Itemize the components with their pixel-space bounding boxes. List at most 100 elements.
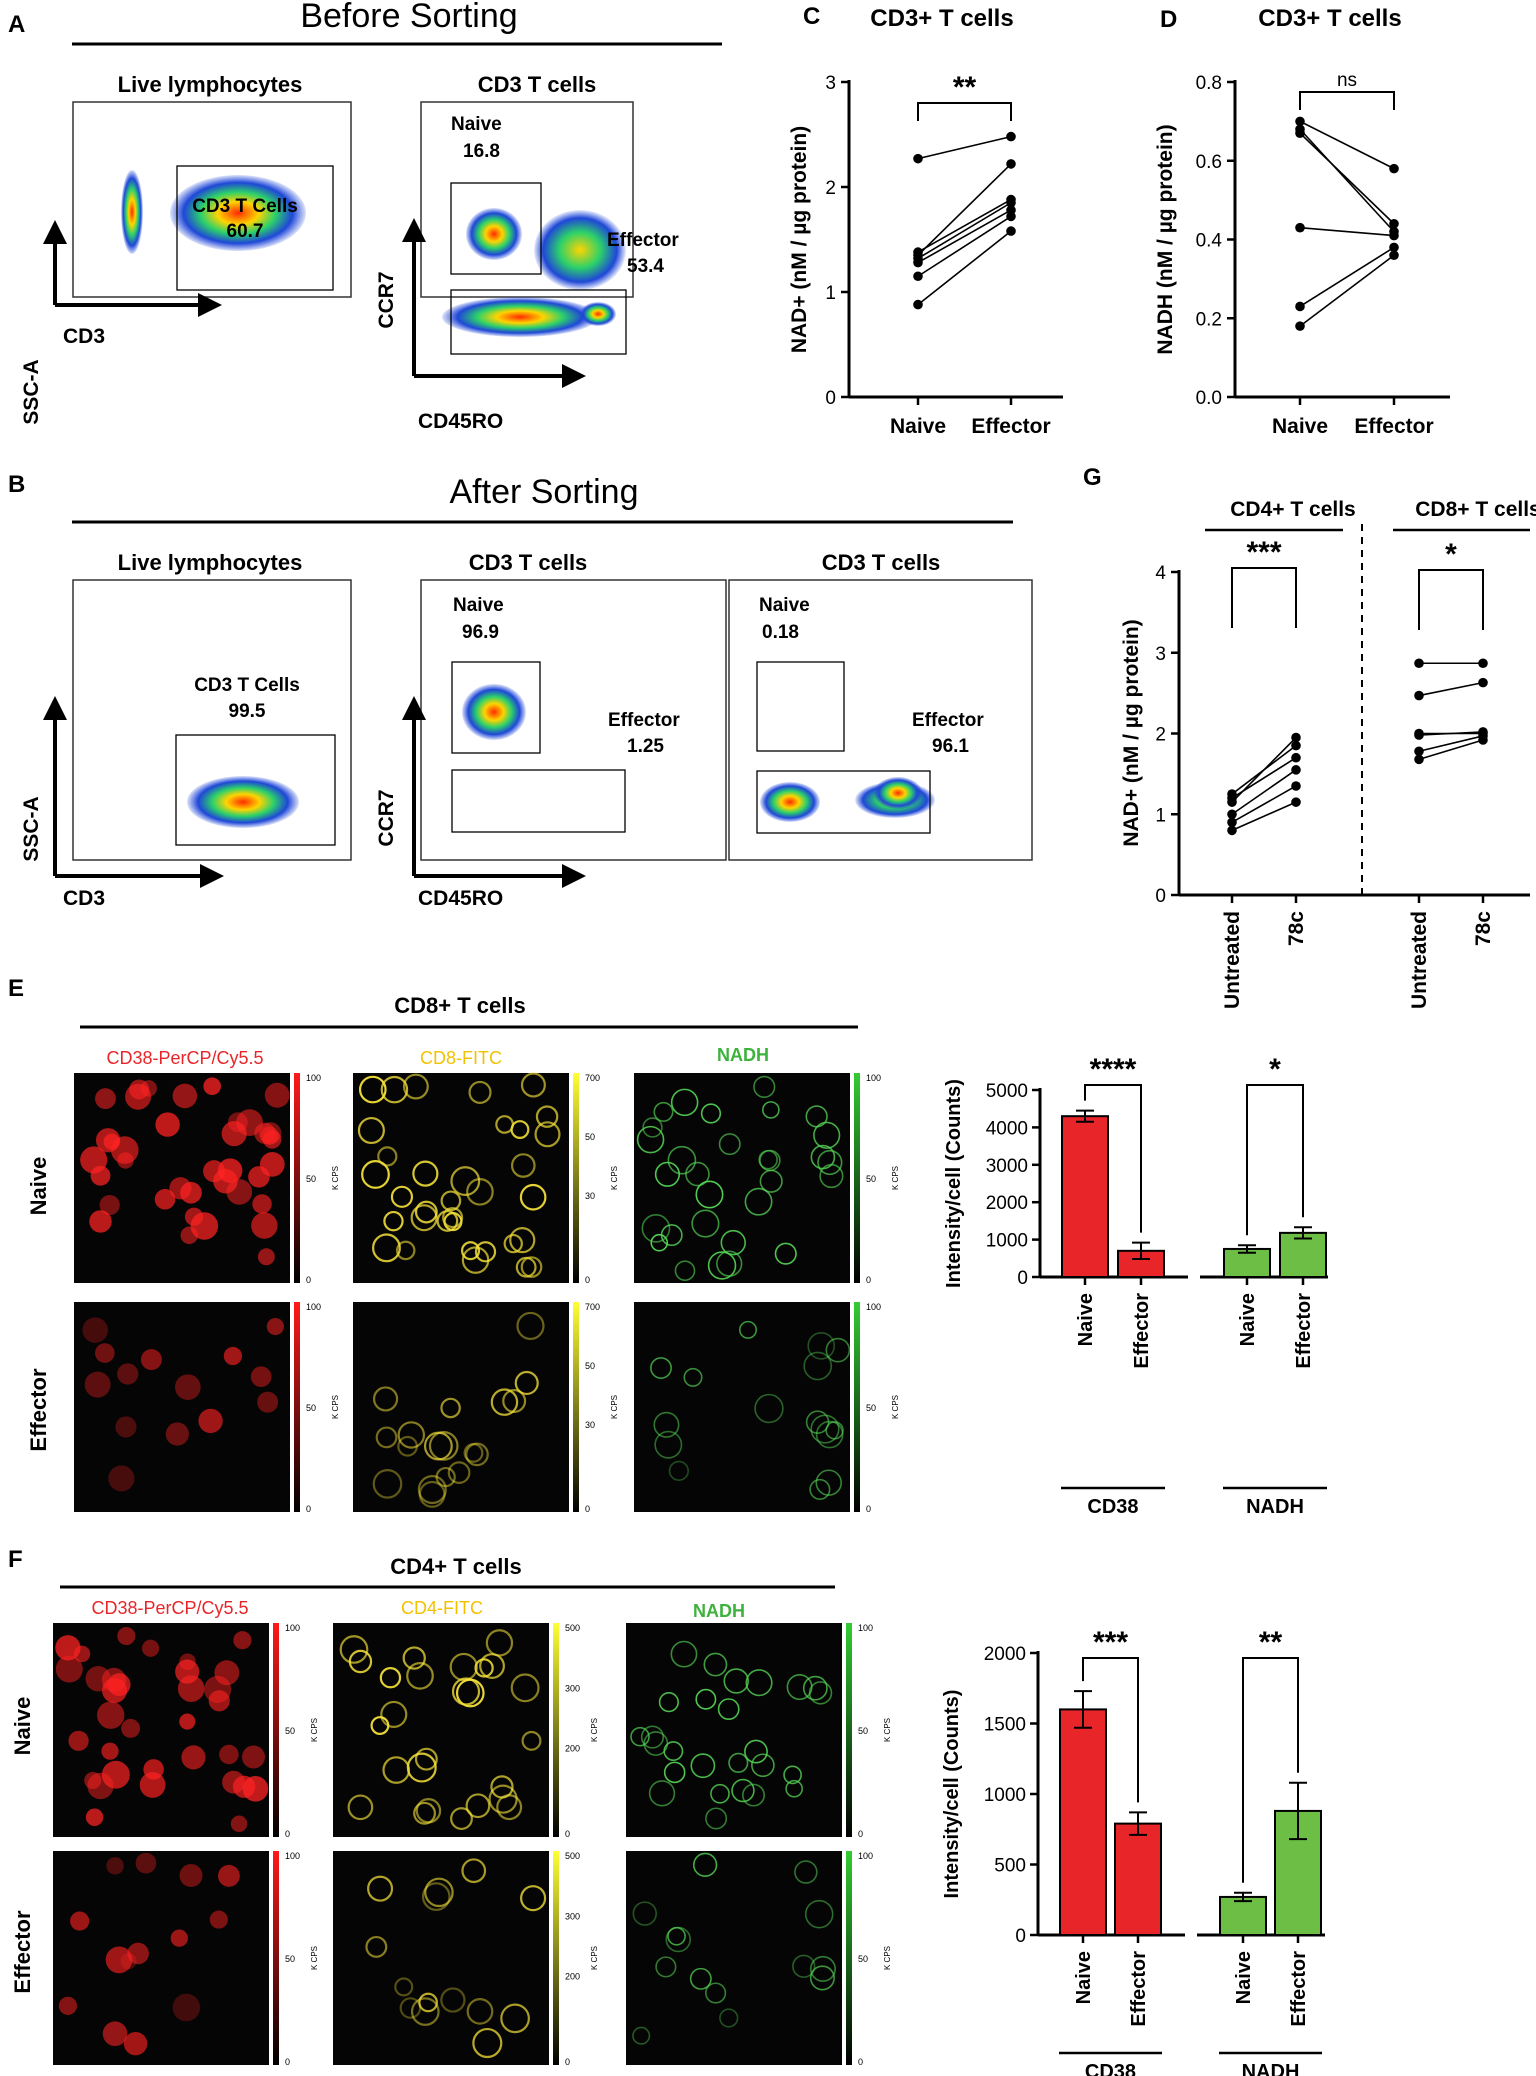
cell <box>208 1690 230 1712</box>
cell <box>87 1772 114 1800</box>
cell <box>377 1146 398 1167</box>
cell <box>115 1416 137 1438</box>
flow-population <box>580 302 616 326</box>
cell <box>718 1133 741 1156</box>
cell <box>703 1652 728 1677</box>
cell <box>465 1793 491 1819</box>
flow-plot-frame <box>420 101 634 298</box>
cell <box>257 1391 279 1413</box>
cell <box>695 1180 724 1209</box>
cell <box>84 1371 111 1398</box>
cell <box>155 1112 180 1137</box>
gate-percent: 1.25 <box>627 736 664 757</box>
cell <box>810 1414 840 1444</box>
cell <box>95 1088 116 1110</box>
chart-c: CD3+ T cells 0 1 2 3 Naive Effector NAD+ (nM / … <box>788 5 1063 438</box>
scale-tick-label: 100 <box>866 1073 881 1083</box>
panel-letter-a: A <box>8 11 25 38</box>
pair-line <box>1299 128 1395 233</box>
cell <box>690 1753 716 1779</box>
pair-line <box>1418 731 1484 736</box>
micrograph-background <box>626 1623 842 1837</box>
cell <box>632 2026 651 2045</box>
cell <box>516 1311 545 1341</box>
pair-line <box>917 215 1012 277</box>
y-tick-label: 1500 <box>984 1715 1026 1736</box>
data-point <box>1295 222 1305 233</box>
y-axis-label: CCR7 <box>375 789 398 846</box>
cell <box>509 1227 536 1254</box>
micrograph-background <box>353 1302 569 1512</box>
significance-label: **** <box>1090 1053 1137 1086</box>
pair-line <box>1418 681 1484 697</box>
cell <box>450 1807 473 1831</box>
cell <box>424 1877 454 1908</box>
cell <box>667 1145 697 1175</box>
cell <box>794 1860 818 1884</box>
data-point <box>1006 131 1016 142</box>
cell <box>101 1760 130 1789</box>
bar <box>1061 1115 1109 1279</box>
cell <box>668 1460 689 1481</box>
cell <box>447 1461 471 1484</box>
data-point <box>1291 740 1301 751</box>
scale-unit-label: K CPS <box>610 1395 619 1419</box>
color-scale-bar <box>294 1302 300 1512</box>
cell <box>466 1177 494 1206</box>
cell <box>55 1655 83 1683</box>
cell <box>710 1783 730 1804</box>
bar <box>1114 1822 1162 1936</box>
cell <box>99 1194 120 1216</box>
flow-plot-frame <box>728 579 1033 861</box>
cell <box>500 2003 530 2034</box>
cell <box>785 1779 804 1798</box>
cell <box>442 1207 464 1229</box>
data-point <box>1295 321 1305 331</box>
data-point <box>1295 128 1305 138</box>
cell <box>809 1955 836 1982</box>
channel-label-fitc: CD8-FITC <box>420 1048 502 1068</box>
y-tick-label: 0.8 <box>1196 73 1222 94</box>
cell <box>421 1882 451 1911</box>
data-point <box>1227 809 1237 820</box>
flow-plot-frame <box>72 579 352 861</box>
cell <box>410 1997 440 2026</box>
cell <box>815 1469 842 1496</box>
bar <box>1059 1708 1107 1937</box>
cell <box>375 1426 398 1449</box>
x-axis-label: CD3 <box>63 887 105 910</box>
panel-letter-d: D <box>1160 6 1177 33</box>
cell <box>465 1442 489 1467</box>
micrograph-cd38-effector: 100 50 0 K CPS <box>53 1851 319 2067</box>
x-tick-label: Naive <box>1073 1951 1095 2004</box>
cell <box>264 1082 290 1108</box>
significance-bracket <box>1084 1084 1142 1233</box>
cell <box>519 1183 547 1211</box>
scale-tick-label: 0 <box>306 1275 311 1285</box>
scale-tick-label: 50 <box>866 1403 876 1413</box>
error-bar <box>1234 1891 1252 1903</box>
micrograph-background <box>634 1073 850 1283</box>
color-scale-bar <box>553 1623 559 1837</box>
y-tick-label: 0.2 <box>1196 309 1222 330</box>
micrograph-fitc-naive: 500 300 200 0 K CPS <box>333 1623 599 1839</box>
scale-tick-label: 0 <box>585 1275 590 1285</box>
cell <box>692 1852 718 1877</box>
cell <box>490 1775 514 1799</box>
cell <box>365 1935 388 1958</box>
cell <box>728 1752 749 1773</box>
scale-tick-label: 100 <box>285 1851 300 1861</box>
cell <box>654 1161 681 1187</box>
flow-population <box>466 208 522 260</box>
gate-percent: 53.4 <box>627 256 664 277</box>
cell <box>412 1160 439 1187</box>
significance-label: * <box>1269 1053 1281 1086</box>
y-axis-label: NAD+ (nM / µg protein) <box>788 126 811 353</box>
scale-unit-label: K CPS <box>310 1946 319 1970</box>
gate-percent: 0.18 <box>762 622 799 643</box>
y-tick-label: 1000 <box>986 1231 1028 1252</box>
y-tick-label: 2000 <box>984 1644 1026 1665</box>
cell <box>436 1210 459 1232</box>
significance-label: *** <box>1246 536 1281 569</box>
cell <box>705 1982 727 2004</box>
